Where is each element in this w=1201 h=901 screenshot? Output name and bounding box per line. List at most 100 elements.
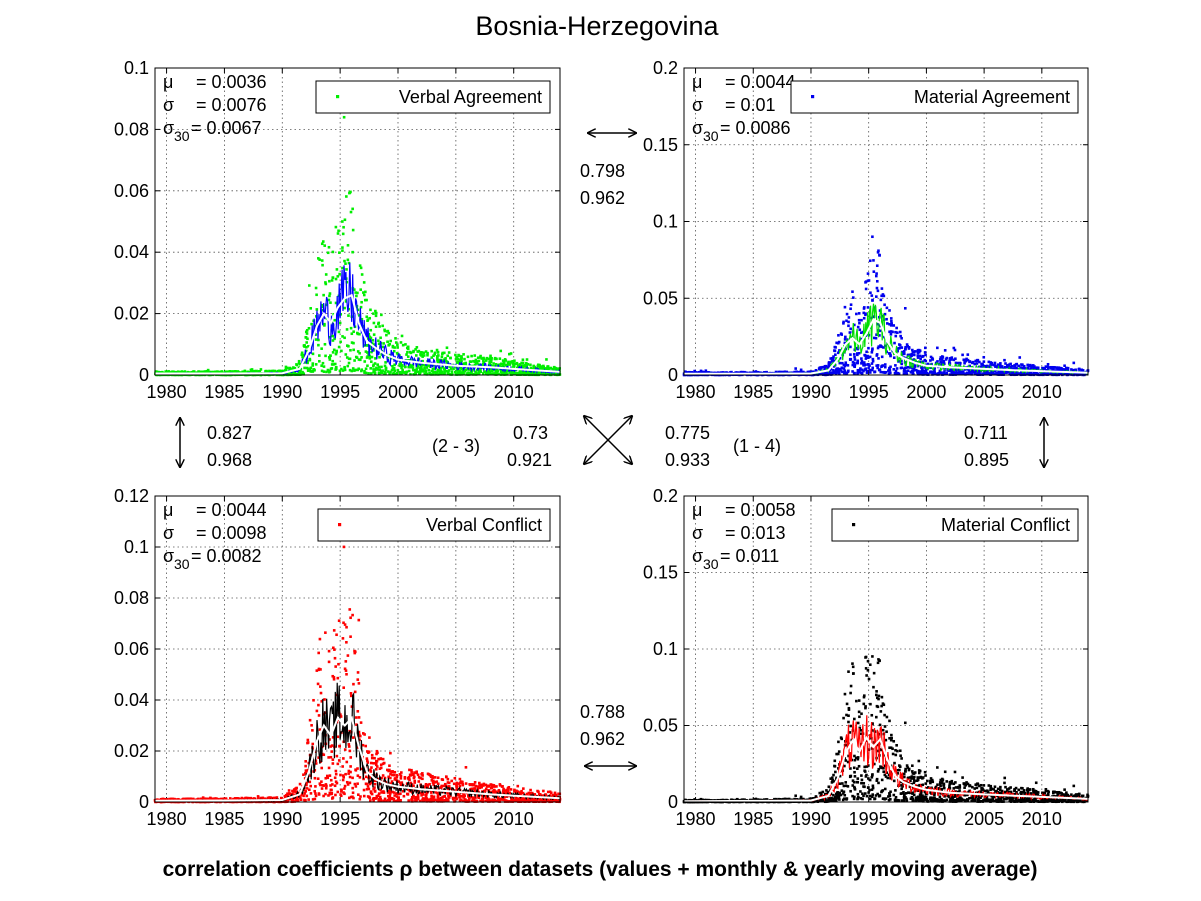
data-point — [365, 356, 369, 359]
data-point — [379, 763, 383, 767]
data-point — [488, 358, 492, 361]
data-point — [311, 362, 315, 365]
data-point — [335, 268, 339, 271]
x-tick-label: 1990 — [262, 382, 302, 402]
data-point — [373, 362, 377, 365]
data-point — [431, 373, 435, 376]
data-point — [421, 355, 424, 358]
data-point — [391, 364, 394, 368]
legend-label: Verbal Agreement — [399, 87, 542, 107]
data-point — [309, 370, 313, 373]
data-point — [308, 718, 312, 722]
data-point — [370, 355, 374, 359]
data-point — [347, 314, 350, 317]
data-point — [351, 367, 355, 370]
data-point — [339, 793, 342, 796]
stat-value: = 0.0067 — [191, 118, 262, 138]
data-point — [359, 266, 363, 270]
data-point — [440, 785, 443, 789]
data-point — [425, 366, 429, 369]
data-point — [461, 369, 465, 373]
data-point — [895, 367, 899, 370]
data-point — [328, 279, 331, 283]
data-point — [320, 305, 324, 308]
data-point — [521, 358, 525, 362]
data-point — [356, 671, 360, 674]
data-point — [865, 350, 868, 354]
data-point — [333, 318, 337, 322]
data-point — [496, 370, 500, 373]
data-point — [398, 370, 402, 374]
data-point — [904, 345, 907, 349]
stat-subscript: 30 — [174, 128, 190, 144]
data-point — [853, 358, 857, 361]
data-point — [476, 362, 479, 365]
data-point — [305, 328, 309, 332]
data-point — [376, 363, 380, 366]
data-point — [459, 357, 463, 361]
data-point — [442, 351, 446, 355]
data-point — [314, 785, 317, 788]
data-point — [369, 761, 373, 765]
data-point — [345, 268, 348, 271]
x-tick-label: 2005 — [436, 809, 476, 829]
data-point — [428, 773, 432, 777]
data-point — [862, 363, 865, 367]
data-point — [342, 225, 345, 229]
legend-marker — [811, 95, 815, 99]
data-point — [353, 782, 357, 786]
data-point — [371, 339, 375, 342]
data-point — [350, 341, 354, 344]
data-point — [528, 371, 532, 374]
data-point — [444, 357, 447, 360]
data-point — [351, 228, 355, 232]
data-point — [232, 370, 235, 373]
data-point — [929, 370, 932, 373]
data-point — [963, 359, 966, 362]
data-point — [393, 372, 396, 376]
data-point — [369, 360, 373, 363]
data-point — [348, 368, 352, 372]
data-point — [400, 334, 404, 338]
data-point — [301, 355, 304, 359]
data-point — [893, 341, 896, 345]
data-point — [910, 352, 914, 356]
data-point — [412, 350, 415, 354]
data-point — [328, 292, 332, 295]
data-point — [837, 340, 841, 344]
data-point — [331, 351, 335, 354]
data-point — [311, 729, 314, 732]
data-point — [329, 745, 333, 748]
data-point — [389, 339, 393, 343]
data-point — [439, 366, 443, 370]
data-point — [916, 356, 920, 359]
data-point — [872, 336, 876, 340]
data-point — [895, 326, 898, 330]
data-point — [510, 361, 514, 364]
data-point — [389, 370, 392, 374]
data-point — [311, 364, 315, 367]
data-point — [304, 798, 307, 802]
data-point — [322, 794, 325, 798]
data-point — [311, 370, 314, 373]
data-point — [433, 351, 437, 355]
data-point — [364, 744, 368, 748]
data-point — [463, 357, 466, 361]
data-point — [436, 350, 440, 354]
data-point — [963, 361, 966, 365]
data-point — [945, 356, 949, 360]
data-point — [318, 637, 322, 641]
data-point — [393, 363, 396, 367]
data-point — [348, 608, 352, 611]
data-point — [308, 368, 312, 372]
data-point — [330, 363, 334, 366]
data-point — [410, 365, 414, 368]
data-point — [982, 355, 986, 359]
data-point — [422, 351, 426, 355]
data-point — [868, 259, 872, 263]
data-point — [414, 369, 418, 373]
data-point — [362, 293, 366, 297]
data-point — [513, 359, 516, 363]
data-point — [982, 372, 985, 375]
data-point — [1013, 365, 1016, 368]
